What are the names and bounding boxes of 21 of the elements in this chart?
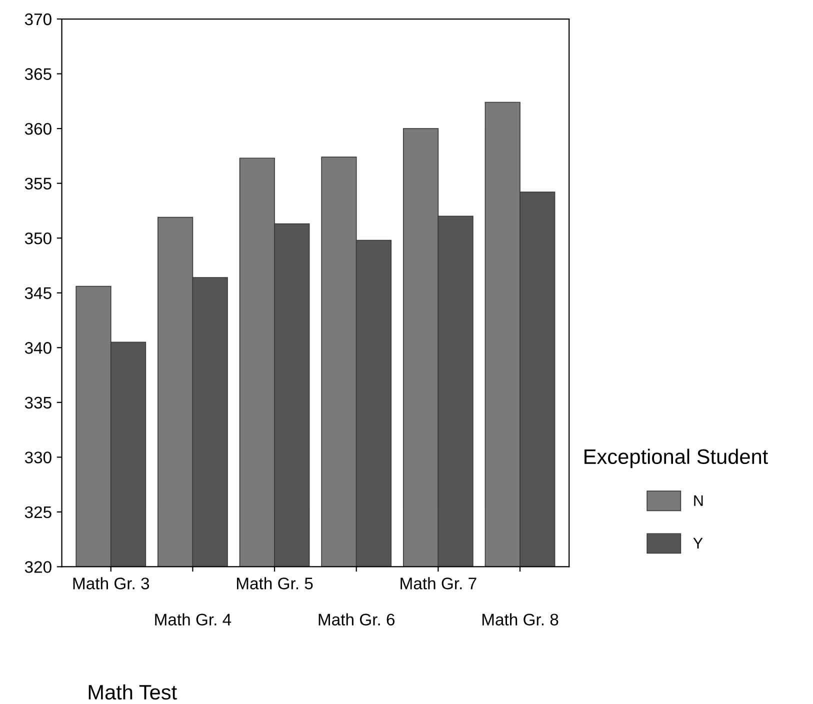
legend-label: N (694, 495, 703, 506)
y-tick-label: 330 (24, 452, 52, 464)
legend-label: Y (693, 538, 703, 548)
x-tick-label: Math Gr. 8 (482, 613, 558, 626)
y-tick-label: 365 (24, 68, 52, 80)
y-tick-label: 320 (24, 561, 52, 573)
x-tick-label: Math Gr. 3 (73, 577, 150, 590)
x-tick-label: Math Gr. 4 (155, 613, 232, 626)
x-axis-title: Math Test (88, 684, 177, 700)
y-tick-label: 355 (24, 178, 52, 190)
y-tick-label: 360 (24, 122, 52, 135)
legend-title: Exceptional Student (584, 448, 768, 468)
y-tick-label: 350 (24, 232, 52, 244)
x-tick-label: Math Gr. 6 (318, 613, 395, 626)
y-tick-label: 325 (24, 506, 52, 518)
x-tick-label: Math Gr. 5 (236, 577, 313, 590)
y-tick-label: 335 (24, 396, 52, 409)
y-tick-label: 370 (24, 13, 52, 26)
x-tick-label: Math Gr. 7 (400, 577, 476, 590)
y-tick-label: 340 (24, 342, 52, 354)
y-tick-label: 345 (24, 287, 52, 300)
